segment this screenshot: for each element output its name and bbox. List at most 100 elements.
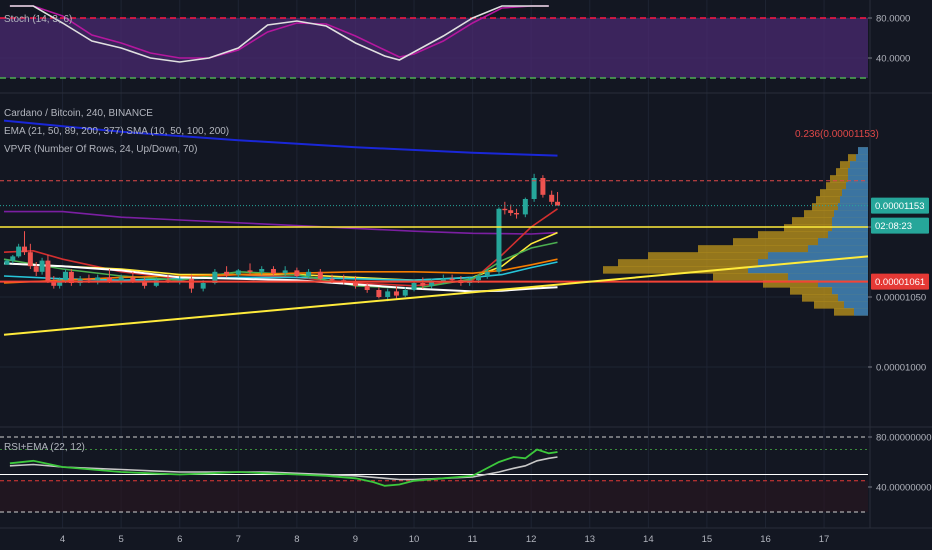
vpvr-row-up <box>854 308 868 316</box>
stoch-title: Stoch (14, 3, 6) <box>4 14 72 25</box>
time-tick-label: 8 <box>294 534 299 545</box>
vpvr-row-down <box>792 217 868 225</box>
vpvr-row-up <box>844 301 868 309</box>
candle-body <box>212 271 218 283</box>
rsi-ema-line <box>9 456 558 481</box>
candle-body <box>188 278 194 289</box>
price-overlays <box>0 180 869 336</box>
candle-body <box>16 246 22 257</box>
vpvr-row-down <box>648 252 868 260</box>
candle-body <box>153 280 159 286</box>
candle-body <box>514 213 520 215</box>
candle-body <box>200 283 206 289</box>
candle-body <box>247 270 253 272</box>
ma-line-sma-10 <box>3 241 558 290</box>
candle-body <box>270 269 276 274</box>
candle-body <box>22 246 28 253</box>
candle-body <box>51 281 57 286</box>
candle-body <box>235 270 241 275</box>
candle-body <box>259 269 265 272</box>
stoch-d-line <box>9 5 549 59</box>
candle-body <box>508 210 514 213</box>
stoch-k-line <box>9 5 549 63</box>
candle-body <box>10 256 16 261</box>
price-title: Cardano / Bitcoin, 240, BINANCE <box>4 108 153 119</box>
ma-line-ema-377 <box>3 119 558 157</box>
vpvr-row-up <box>748 266 868 274</box>
candle-body <box>376 290 382 297</box>
price-y-tick-label: 0.00001050 <box>876 293 926 304</box>
vpvr-row-up <box>758 259 868 267</box>
time-axis[interactable]: 4 5 6 7 8 9 10 11 12 13 14 15 16 17 <box>60 534 829 545</box>
vpvr-row-up <box>808 245 868 253</box>
current-price-tag: 0.00001153 <box>875 201 925 212</box>
candle-body <box>224 271 230 275</box>
time-tick-label: 7 <box>236 534 241 545</box>
vpvr-row-down <box>802 294 868 302</box>
current-price-tag-box <box>871 197 929 214</box>
candle-body <box>475 276 481 281</box>
vpvr-row-up <box>818 238 868 246</box>
candle-body <box>39 260 45 272</box>
candle-body <box>549 194 555 202</box>
vpvr-row-down <box>790 287 868 295</box>
candle-body <box>352 281 358 286</box>
candle-body <box>294 270 300 276</box>
candle-body <box>540 178 546 195</box>
vpvr-profile <box>603 147 868 316</box>
candle-body <box>63 271 69 281</box>
candle-body <box>106 277 112 282</box>
stoch-lines <box>0 5 868 79</box>
vpvr-row-up <box>832 224 868 232</box>
time-tick-label: 10 <box>409 534 420 545</box>
time-tick-label: 13 <box>584 534 595 545</box>
vpvr-row-down <box>784 224 868 232</box>
ma-line-ema-50 <box>3 231 558 282</box>
price-tags: 0.00001153 02:08:23 0.00001061 <box>871 197 929 290</box>
indicator-ma-legend: EMA (21, 50, 89, 200, 377) SMA (10, 50, … <box>4 126 229 137</box>
candle-body <box>522 199 528 215</box>
time-tick-label: 17 <box>819 534 830 545</box>
time-tick-label: 14 <box>643 534 654 545</box>
stoch-panel[interactable]: Stoch (14, 3, 6) <box>0 5 868 79</box>
stoch-band <box>0 18 868 78</box>
stoch-y-tick-label: 40.0000 <box>876 54 910 65</box>
candle-body <box>317 271 323 279</box>
time-tick-label: 9 <box>353 534 358 545</box>
candle-body <box>130 277 136 282</box>
indicator-vpvr-legend: VPVR (Number Of Rows, 24, Up/Down, 70) <box>4 144 197 155</box>
candle-body <box>440 278 446 282</box>
rsi-y-tick-label: 40.00000000 <box>876 483 931 494</box>
candle-body <box>449 278 455 281</box>
candle-body <box>118 277 124 282</box>
stoch-y-tick-label: 80.0000 <box>876 14 910 25</box>
time-tick-label: 4 <box>60 534 65 545</box>
vpvr-row-up <box>818 280 868 288</box>
time-tick-label: 11 <box>468 534 478 545</box>
vpvr-row-up <box>850 161 868 169</box>
vpvr-row-down <box>814 301 868 309</box>
candle-body <box>33 266 39 272</box>
candle-body <box>420 283 426 286</box>
vpvr-row-up <box>856 154 868 162</box>
price-y-tick-label: 0.00001000 <box>876 363 926 374</box>
candle-body <box>329 278 335 281</box>
rsi-panel[interactable]: RSI+EMA (22, 12) <box>0 436 868 513</box>
candle-body <box>411 283 417 290</box>
vpvr-row-up <box>832 217 868 225</box>
candle-body <box>484 271 490 276</box>
candle-body <box>27 252 33 267</box>
price-panel[interactable]: Cardano / Bitcoin, 240, BINANCE EMA (21,… <box>0 108 879 336</box>
red-level-tag-box <box>871 273 929 290</box>
countdown-tag-box <box>871 217 929 234</box>
candle-body <box>364 285 370 290</box>
candle-body <box>4 260 10 265</box>
vpvr-row-up <box>848 168 868 176</box>
vpvr-row-up <box>842 189 868 197</box>
candle-body <box>142 281 148 286</box>
vpvr-row-up <box>828 231 868 239</box>
rsi-band <box>0 480 868 512</box>
vpvr-row-up <box>832 287 868 295</box>
rsi-y-tick-label: 80.00000000 <box>876 433 931 444</box>
